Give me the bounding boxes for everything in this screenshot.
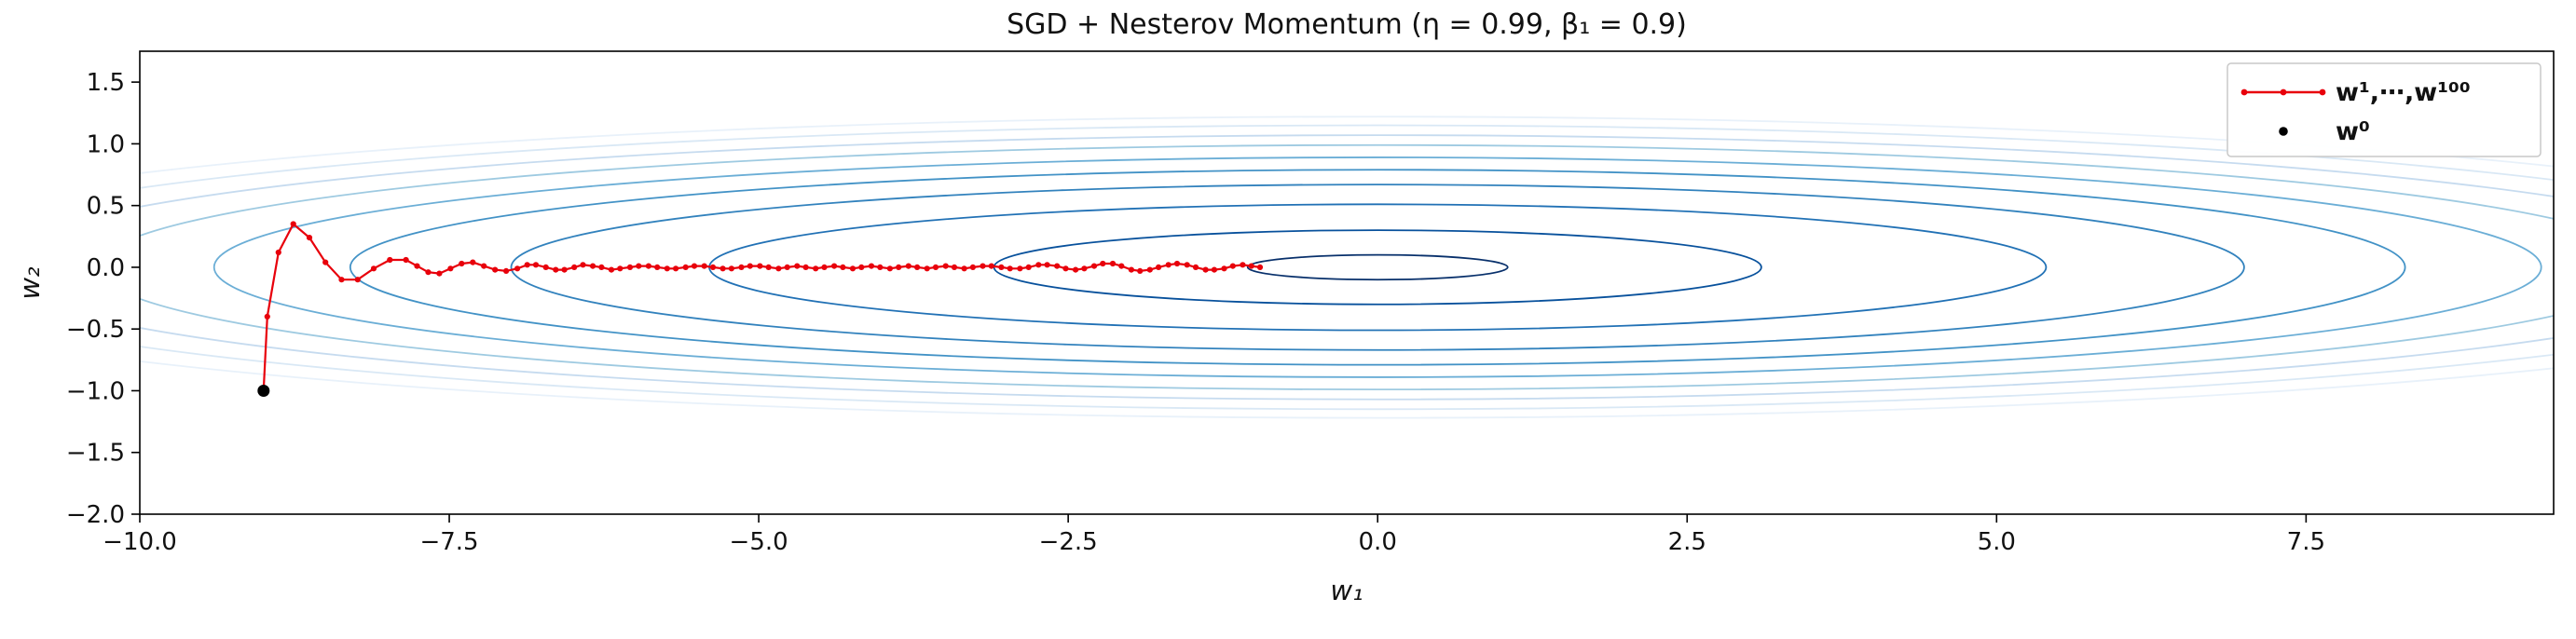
- svg-text:0.0: 0.0: [87, 254, 125, 282]
- svg-text:−2.5: −2.5: [1039, 528, 1098, 556]
- legend-label-trajectory: w¹,⋯,w¹⁰⁰: [2336, 78, 2471, 107]
- y-axis-label: w₂: [14, 266, 46, 300]
- x-axis-label: w₁: [1330, 575, 1363, 606]
- legend-entry-start: w⁰: [2279, 117, 2370, 146]
- y-axis-ticks: −2.0 −1.5 −1.0 −0.5 0.0 0.5 1.0 1.5: [66, 69, 140, 529]
- svg-text:−7.5: −7.5: [419, 528, 478, 556]
- x-axis-ticks: −10.0 −7.5 −5.0 −2.5 0.0 2.5 5.0 7.5: [103, 514, 2325, 556]
- legend-frame: [2227, 62, 2542, 157]
- sgd-trajectory: [257, 221, 1264, 397]
- svg-text:−1.5: −1.5: [66, 440, 125, 468]
- legend-label-start: w⁰: [2336, 117, 2370, 146]
- legend: w¹,⋯,w¹⁰⁰ w⁰: [2227, 62, 2542, 157]
- svg-text:1.5: 1.5: [87, 69, 125, 97]
- trajectory-marker-icon: [2280, 88, 2287, 96]
- svg-text:0.5: 0.5: [87, 193, 125, 221]
- svg-text:−5.0: −5.0: [730, 528, 788, 556]
- svg-text:−10.0: −10.0: [103, 528, 177, 556]
- svg-text:0.0: 0.0: [1359, 528, 1397, 556]
- svg-text:2.5: 2.5: [1668, 528, 1706, 556]
- start-point-marker-icon: [2279, 127, 2288, 136]
- svg-text:−1.0: −1.0: [66, 377, 125, 405]
- trajectory-marker-icon: [2240, 88, 2248, 96]
- svg-text:−2.0: −2.0: [66, 501, 125, 529]
- svg-text:−0.5: −0.5: [66, 316, 125, 344]
- trajectory-marker-icon: [2319, 88, 2326, 96]
- svg-text:5.0: 5.0: [1978, 528, 2016, 556]
- axes-frame: [139, 50, 2555, 515]
- chart-title: SGD + Nesterov Momentum (η = 0.99, β₁ = …: [1007, 8, 1687, 41]
- svg-text:1.0: 1.0: [87, 130, 125, 158]
- contour-plot: [140, 116, 2554, 419]
- svg-text:7.5: 7.5: [2287, 528, 2325, 556]
- legend-entry-trajectory: w¹,⋯,w¹⁰⁰: [2240, 78, 2471, 107]
